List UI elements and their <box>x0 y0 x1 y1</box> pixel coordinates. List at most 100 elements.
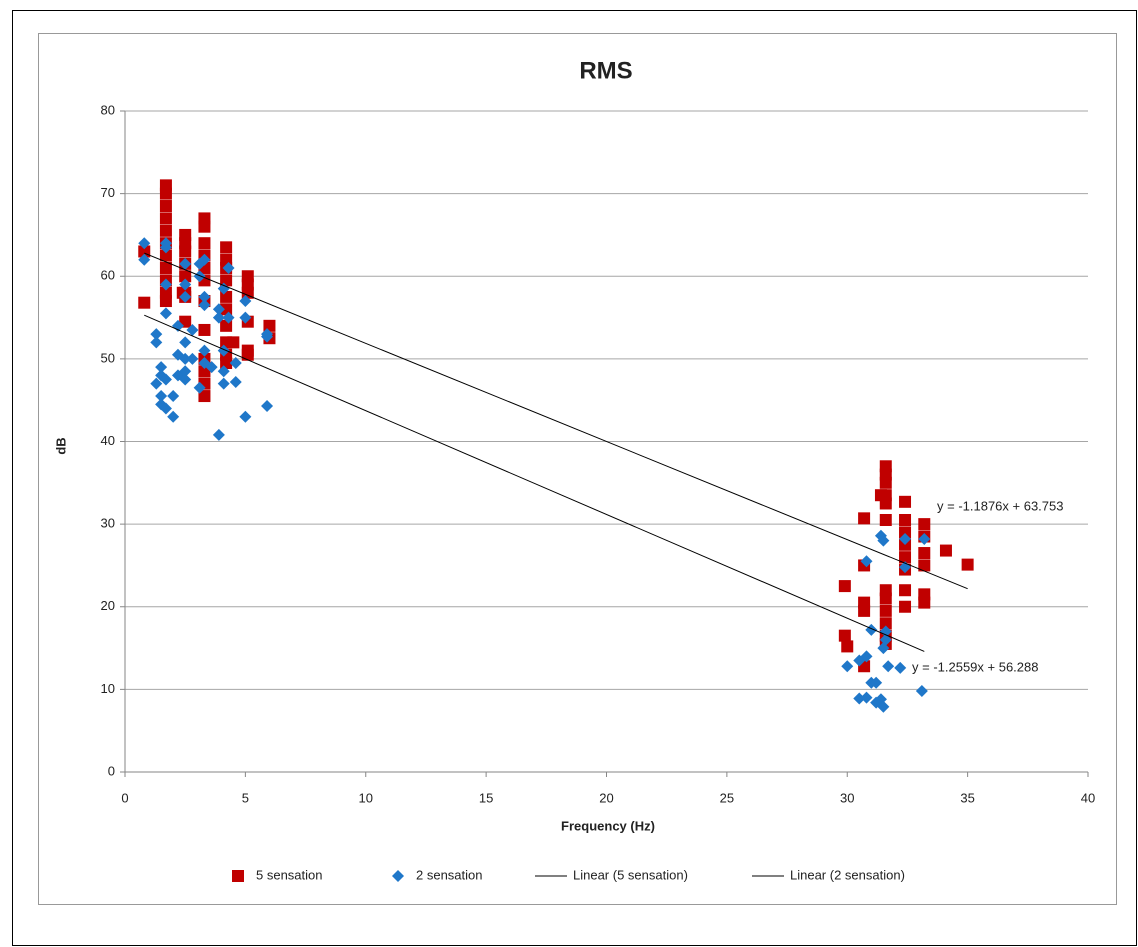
point <box>261 328 274 341</box>
x-axis-title: Frequency (Hz) <box>561 818 655 833</box>
point <box>212 311 225 324</box>
point <box>198 253 211 266</box>
x-tick-label: 35 <box>960 790 974 805</box>
point <box>198 290 211 303</box>
point <box>167 390 180 403</box>
point <box>239 311 252 324</box>
x-tick-label: 0 <box>121 790 128 805</box>
point <box>239 410 252 423</box>
point <box>179 270 192 283</box>
point <box>899 600 912 613</box>
point <box>155 390 168 403</box>
trendline <box>144 314 925 652</box>
point <box>838 629 851 642</box>
point <box>179 336 192 349</box>
point <box>918 596 931 609</box>
point <box>239 295 252 308</box>
point <box>879 476 892 489</box>
point <box>879 513 892 526</box>
x-tick-label: 40 <box>1081 790 1095 805</box>
y-axis-title: dB <box>53 437 68 454</box>
point <box>138 237 151 250</box>
chart-title: RMS <box>579 57 632 84</box>
point <box>159 224 172 237</box>
legend-label: 2 sensation <box>416 867 483 882</box>
y-tick-label: 30 <box>101 516 115 531</box>
point <box>860 650 873 663</box>
point <box>217 365 230 378</box>
point <box>138 296 151 309</box>
point <box>179 352 192 365</box>
point <box>179 278 192 291</box>
y-tick-label: 0 <box>108 763 115 778</box>
point <box>882 660 895 673</box>
point <box>853 692 866 705</box>
x-tick-label: 15 <box>479 790 493 805</box>
point <box>159 249 172 262</box>
point <box>159 373 172 386</box>
point <box>167 410 180 423</box>
point <box>179 373 192 386</box>
point <box>159 261 172 274</box>
point <box>212 303 225 316</box>
point <box>186 352 199 365</box>
point <box>918 547 931 560</box>
point <box>193 381 206 394</box>
point <box>217 282 230 295</box>
point <box>879 604 892 617</box>
point <box>198 344 211 357</box>
point <box>227 336 240 349</box>
point <box>159 295 172 308</box>
point <box>877 700 890 713</box>
point <box>193 270 206 283</box>
point <box>939 544 952 557</box>
x-tick-label: 10 <box>359 790 373 805</box>
legend-marker <box>392 870 404 882</box>
trendline-equation: y = -1.2559x + 56.288 <box>912 659 1038 674</box>
point <box>159 200 172 213</box>
legend-label: Linear (5 sensation) <box>573 867 688 882</box>
trendline <box>144 252 968 590</box>
point <box>899 526 912 539</box>
legend-label: 5 sensation <box>256 867 323 882</box>
point <box>229 376 242 389</box>
point <box>159 212 172 225</box>
point <box>222 311 235 324</box>
trendline-equation: y = -1.1876x + 63.753 <box>937 498 1063 513</box>
point <box>877 534 890 547</box>
point <box>860 691 873 704</box>
y-tick-label: 60 <box>101 268 115 283</box>
point <box>899 532 912 545</box>
point <box>150 377 163 390</box>
point <box>222 261 235 274</box>
x-tick-label: 20 <box>599 790 613 805</box>
point <box>205 361 218 374</box>
point <box>841 660 854 673</box>
point <box>217 344 230 357</box>
point <box>879 592 892 605</box>
point <box>918 532 931 545</box>
point <box>198 220 211 233</box>
point <box>918 518 931 531</box>
point <box>198 390 211 403</box>
point <box>899 495 912 508</box>
point <box>150 336 163 349</box>
y-tick-label: 40 <box>101 433 115 448</box>
point <box>179 245 192 258</box>
point <box>858 512 871 525</box>
point <box>150 328 163 341</box>
point <box>229 357 242 370</box>
point <box>186 323 199 336</box>
y-tick-label: 70 <box>101 185 115 200</box>
point <box>159 307 172 320</box>
point <box>870 676 883 689</box>
chart-border <box>38 33 1117 905</box>
y-tick-label: 20 <box>101 598 115 613</box>
point <box>858 604 871 617</box>
point <box>198 323 211 336</box>
point <box>841 640 854 653</box>
point <box>155 361 168 374</box>
point <box>879 625 892 638</box>
point <box>220 241 233 254</box>
